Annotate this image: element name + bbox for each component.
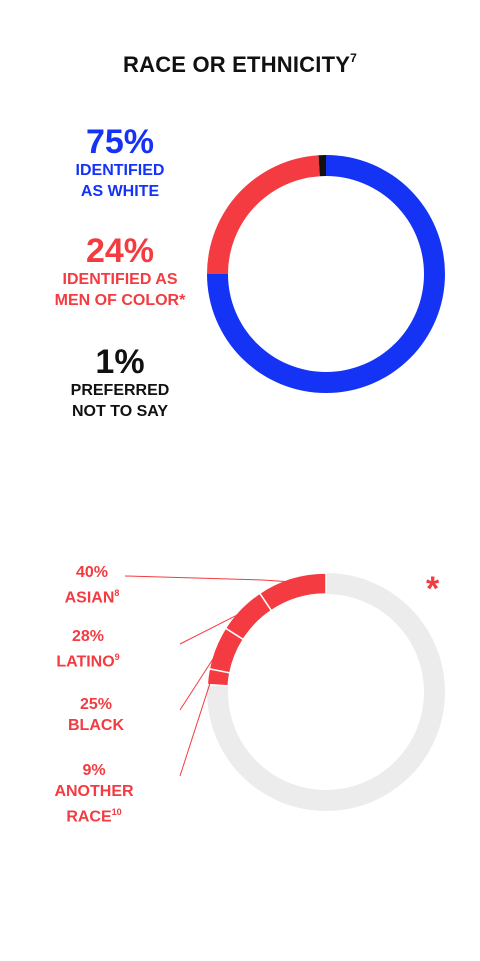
label-asian: 40% ASIAN8 (32, 562, 152, 608)
label-another-line1: ANOTHER (54, 783, 134, 800)
stat-white-line1: IDENTIFIED (75, 162, 165, 179)
label-asian-footnote: 8 (114, 588, 120, 598)
slice-black (208, 627, 245, 674)
stat-none-pct: 1% (95, 343, 145, 381)
stat-men-of-color: 24% IDENTIFIED AS MEN OF COLOR* (30, 233, 210, 311)
slice-asian (258, 572, 327, 612)
leader-line-black (179, 648, 220, 711)
stat-none-line1: PREFERRED (70, 382, 170, 399)
label-asian-pct: 40% (75, 564, 109, 581)
label-latino-name-row: LATINO9 (28, 647, 148, 672)
slice-another-race (206, 667, 231, 687)
label-another-line2-row: RACE10 (34, 802, 154, 827)
label-another-line2: RACE (66, 808, 112, 826)
slice-preferred-not-to-say (318, 155, 326, 177)
stat-prefer-not-say: 1% PREFERRED NOT TO SAY (30, 344, 210, 422)
label-asian-name: ASIAN (64, 589, 115, 607)
stat-white: 75% IDENTIFIED AS WHITE (30, 124, 210, 202)
label-latino-footnote: 9 (114, 652, 120, 662)
men-of-color-breakdown-chart (124, 572, 445, 811)
label-another-footnote: 10 (111, 807, 122, 817)
label-latino: 28% LATINO9 (28, 626, 148, 672)
stat-white-pct: 75% (85, 123, 155, 161)
label-black: 25% BLACK (36, 694, 156, 736)
title-footnote: 7 (350, 50, 357, 65)
stat-color-line2: MEN OF COLOR* (54, 292, 186, 309)
slice-identified-as-men-of-color (207, 155, 320, 274)
leader-line-asian (124, 575, 293, 583)
leader-line-latino (179, 611, 244, 645)
label-latino-name: LATINO (56, 653, 115, 671)
stat-color-line1: IDENTIFIED AS (62, 271, 178, 288)
page-title: RACE OR ETHNICITY7 (0, 50, 480, 78)
title-text: RACE OR ETHNICITY (123, 52, 351, 77)
label-black-name: BLACK (68, 717, 124, 734)
stat-none-line2: NOT TO SAY (71, 403, 169, 420)
label-black-pct: 25% (79, 696, 113, 713)
stat-color-pct: 24% (85, 232, 155, 270)
label-asian-name-row: ASIAN8 (32, 583, 152, 608)
race-donut-chart (207, 155, 445, 393)
label-latino-pct: 28% (71, 628, 105, 645)
label-another-pct: 9% (82, 762, 106, 779)
stat-white-line2: AS WHITE (80, 183, 160, 200)
asterisk-marker: * (426, 570, 440, 608)
label-another-race: 9% ANOTHER RACE10 (34, 760, 154, 827)
leader-line-another-race (179, 677, 213, 777)
